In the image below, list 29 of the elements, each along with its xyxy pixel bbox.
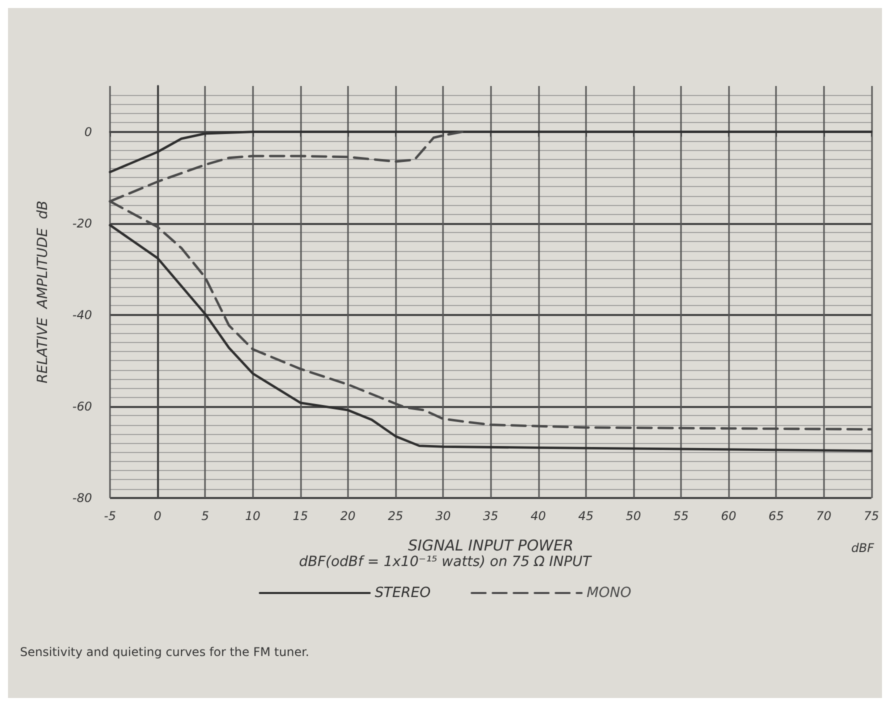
x-tick-label: 75 — [864, 509, 880, 523]
x-tick-label: 5 — [201, 509, 209, 523]
x-tick-label: 20 — [340, 509, 356, 523]
text: dBF(odBf = 1x10⁻¹⁵ watts) on 75 Ω INPUT — [298, 554, 592, 570]
x-tick-label: 35 — [483, 509, 498, 523]
x-tick-label: 50 — [626, 509, 642, 523]
y-tick-label: -20 — [72, 216, 92, 230]
x-tick-label: 10 — [245, 509, 261, 523]
y-tick-label: -40 — [72, 308, 92, 322]
x-tick-label: 65 — [768, 509, 784, 523]
x-tick-label: 30 — [435, 509, 452, 523]
text: Sensitivity and quieting curves for the FM tuner. — [20, 645, 310, 659]
y-tick-label: 0 — [84, 124, 92, 139]
x-tick-label: 60 — [720, 509, 737, 523]
x-tick-label: -5 — [104, 509, 116, 523]
x-tick-label: 25 — [388, 509, 404, 523]
x-tick-label: 70 — [816, 509, 832, 523]
y-axis-title: RELATIVE AMPLITUDE dB — [35, 200, 51, 384]
x-tick-label: 0 — [154, 509, 162, 523]
y-tick-label: -80 — [72, 491, 92, 505]
y-tick-label: -60 — [72, 399, 92, 414]
text: MONO — [586, 585, 632, 601]
x-tick-label: 45 — [578, 509, 594, 523]
text: STEREO — [374, 585, 431, 601]
x-axis-title: SIGNAL INPUT POWER — [408, 536, 574, 554]
text: dBF — [851, 541, 876, 555]
x-tick-label: 55 — [673, 509, 689, 523]
x-tick-label: 15 — [292, 509, 308, 523]
x-tick-label: 40 — [530, 509, 546, 523]
